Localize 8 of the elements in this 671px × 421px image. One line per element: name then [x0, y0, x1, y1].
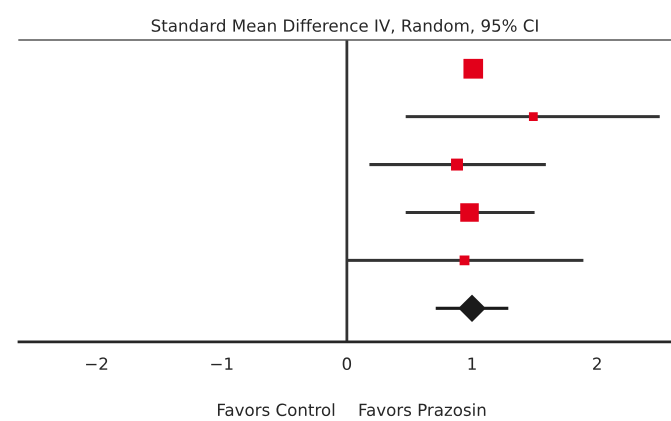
text: Favors Prazosin [360, 403, 486, 416]
x-tick-label: 2 [593, 357, 601, 370]
x-tick-label: 1 [468, 358, 476, 370]
x-tick-label: 0 [342, 357, 352, 370]
x-tick-label: −2 [86, 357, 108, 370]
x-tick-label: −1 [211, 358, 232, 370]
text: Favors Control [218, 403, 334, 416]
chart-title: Standard Mean Difference IV, Random, 95% CI [152, 19, 538, 34]
